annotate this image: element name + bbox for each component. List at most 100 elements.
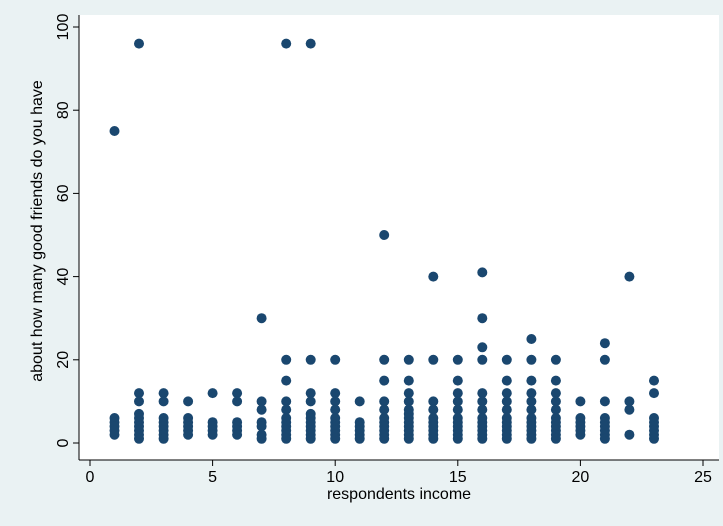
data-point	[403, 433, 414, 444]
data-point	[354, 396, 365, 407]
data-point	[452, 354, 463, 365]
data-point	[599, 396, 610, 407]
data-point	[428, 396, 439, 407]
data-point	[281, 404, 292, 415]
data-point	[281, 375, 292, 386]
data-point	[526, 354, 537, 365]
data-point	[305, 396, 316, 407]
data-point	[207, 388, 218, 399]
data-point	[330, 396, 341, 407]
data-point	[134, 433, 144, 444]
data-point	[501, 388, 512, 399]
data-point	[501, 375, 512, 386]
data-point	[599, 433, 610, 444]
data-point	[501, 433, 512, 444]
data-point	[330, 404, 341, 415]
data-point	[330, 433, 341, 444]
data-point	[477, 354, 488, 365]
y-tick-label: 80	[55, 101, 72, 119]
data-point	[452, 375, 463, 386]
y-tick-label: 20	[55, 351, 72, 369]
data-point	[550, 396, 561, 407]
y-axis-title: about how many good friends do you have	[29, 80, 46, 382]
y-tick-label: 100	[55, 14, 72, 41]
data-point	[403, 388, 414, 399]
data-point	[599, 338, 610, 349]
data-point	[477, 404, 488, 415]
data-point	[526, 388, 537, 399]
x-tick-label: 25	[694, 469, 712, 486]
data-point	[330, 354, 341, 365]
data-point	[158, 396, 169, 407]
data-point	[452, 433, 463, 444]
x-axis-ticks: 0 5 10 15 20 25	[86, 460, 712, 486]
data-point	[526, 433, 537, 444]
data-point	[550, 388, 561, 399]
data-point	[305, 38, 316, 49]
data-point	[452, 404, 463, 415]
data-point	[526, 375, 537, 386]
data-point	[575, 429, 586, 440]
data-point	[501, 404, 512, 415]
data-point	[281, 396, 292, 407]
data-point	[109, 429, 120, 440]
data-point	[452, 388, 463, 399]
data-point	[599, 354, 610, 365]
data-point	[428, 354, 439, 365]
data-point	[134, 388, 144, 399]
data-point	[305, 388, 316, 399]
data-point	[330, 388, 341, 399]
x-axis-title: respondents income	[327, 486, 471, 503]
data-point	[624, 396, 635, 407]
data-point	[379, 354, 390, 365]
plot-area	[79, 15, 719, 460]
data-point	[550, 354, 561, 365]
data-point	[305, 354, 316, 365]
data-point	[158, 433, 169, 444]
data-point	[256, 421, 267, 432]
data-point	[428, 433, 439, 444]
data-point	[256, 313, 267, 324]
data-point	[379, 230, 390, 240]
data-point	[379, 375, 390, 386]
data-point	[354, 433, 365, 444]
data-point	[256, 396, 267, 407]
data-point	[501, 396, 512, 407]
data-point	[501, 354, 512, 365]
data-point	[403, 354, 414, 365]
x-tick-label: 0	[86, 469, 95, 486]
y-tick-label: 0	[55, 438, 72, 447]
data-point	[575, 396, 586, 407]
data-point	[526, 404, 537, 415]
data-point	[649, 375, 659, 386]
data-point	[256, 404, 267, 415]
data-point	[428, 271, 439, 282]
data-point	[109, 126, 120, 136]
x-tick-label: 15	[449, 469, 467, 486]
data-point	[624, 404, 635, 415]
data-point	[477, 388, 488, 399]
data-point	[624, 429, 635, 440]
data-point	[550, 404, 561, 415]
data-point	[477, 396, 488, 407]
data-point	[477, 267, 488, 278]
y-axis-ticks: 0 20 40 60 80 100	[55, 14, 79, 447]
data-point	[477, 433, 488, 444]
data-point	[232, 429, 243, 440]
data-point	[550, 433, 561, 444]
data-point	[649, 433, 659, 444]
data-point	[403, 375, 414, 386]
points-layer	[109, 38, 659, 444]
x-tick-label: 5	[208, 469, 217, 486]
x-tick-label: 20	[572, 469, 590, 486]
data-point	[550, 375, 561, 386]
data-point	[403, 396, 414, 407]
data-point	[526, 396, 537, 407]
data-point	[232, 396, 243, 407]
data-point	[379, 433, 390, 444]
data-point	[477, 313, 488, 324]
data-point	[526, 334, 537, 344]
data-point	[281, 433, 292, 444]
data-point	[477, 342, 488, 353]
